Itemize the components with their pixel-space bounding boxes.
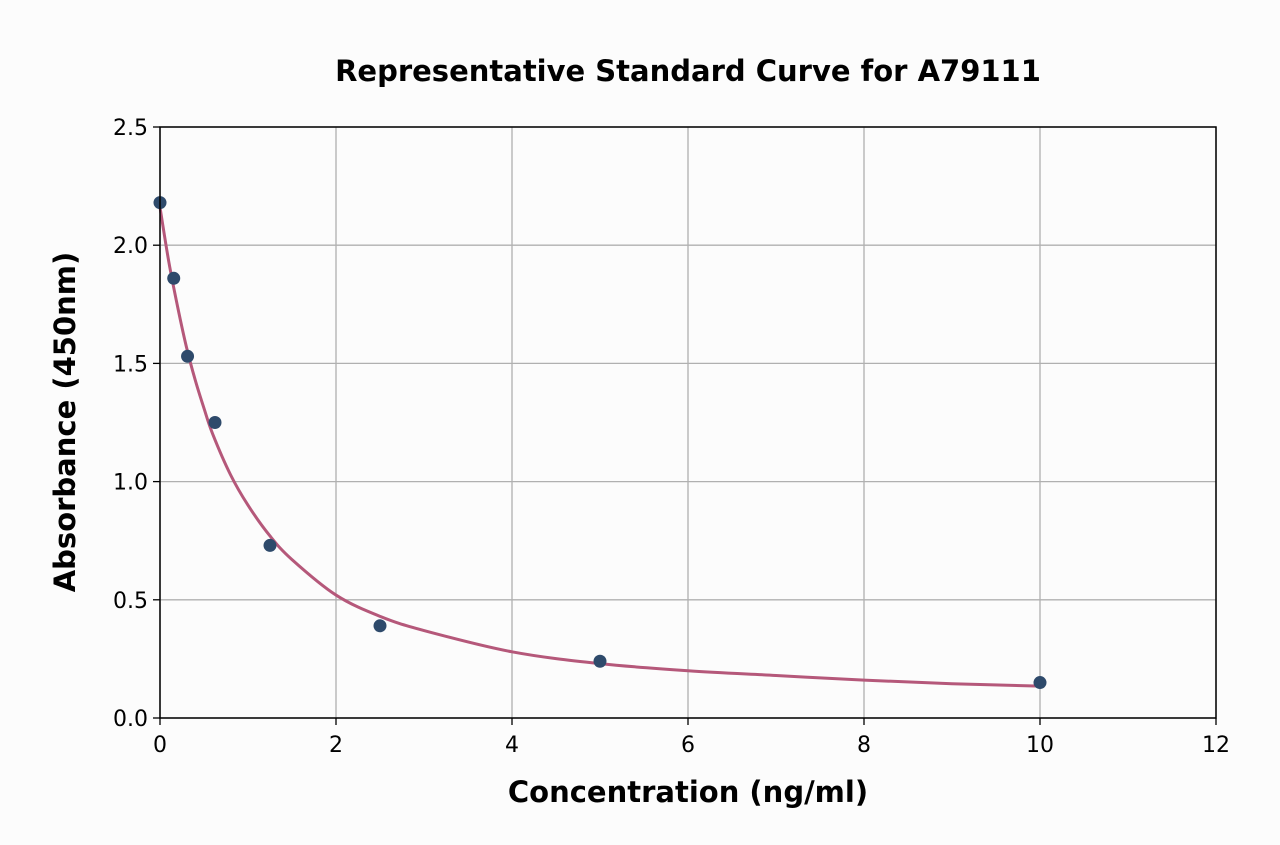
y-tick-label: 2.0 [113, 234, 148, 259]
data-point [208, 416, 222, 429]
data-point [593, 654, 607, 668]
data-point [181, 349, 195, 363]
x-tick-label: 8 [857, 733, 871, 758]
data-point [1033, 676, 1047, 690]
y-axis-ticks: 0.0 0.5 1.0 1.5 2.0 2.5 [113, 116, 160, 732]
y-tick-label: 1.5 [113, 352, 148, 377]
x-tick-label: 4 [505, 733, 519, 758]
data-points-layer [153, 196, 1047, 690]
x-tick-label: 6 [681, 733, 695, 758]
data-point [373, 619, 387, 633]
fitted-curve-line [158, 207, 1041, 688]
y-tick-label: 0.5 [113, 589, 148, 614]
x-tick-label: 10 [1026, 733, 1054, 758]
chart-title: Representative Standard Curve for A79111 [335, 54, 1041, 88]
y-tick-label: 1.0 [113, 471, 148, 496]
data-point [263, 538, 277, 552]
y-tick-label: 0.0 [113, 707, 148, 732]
y-axis-title: Absorbance (450nm) [48, 252, 82, 593]
grid-lines [159, 126, 1217, 719]
x-tick-label: 12 [1202, 733, 1230, 758]
x-axis-title: Concentration (ng/ml) [508, 775, 868, 809]
x-axis-ticks: 0 2 4 6 8 10 12 [153, 718, 1230, 758]
y-tick-label: 2.5 [113, 116, 148, 141]
data-point [167, 271, 181, 285]
x-tick-label: 0 [153, 733, 167, 758]
x-tick-label: 2 [329, 733, 343, 758]
fitted-curve-layer [158, 207, 1041, 688]
